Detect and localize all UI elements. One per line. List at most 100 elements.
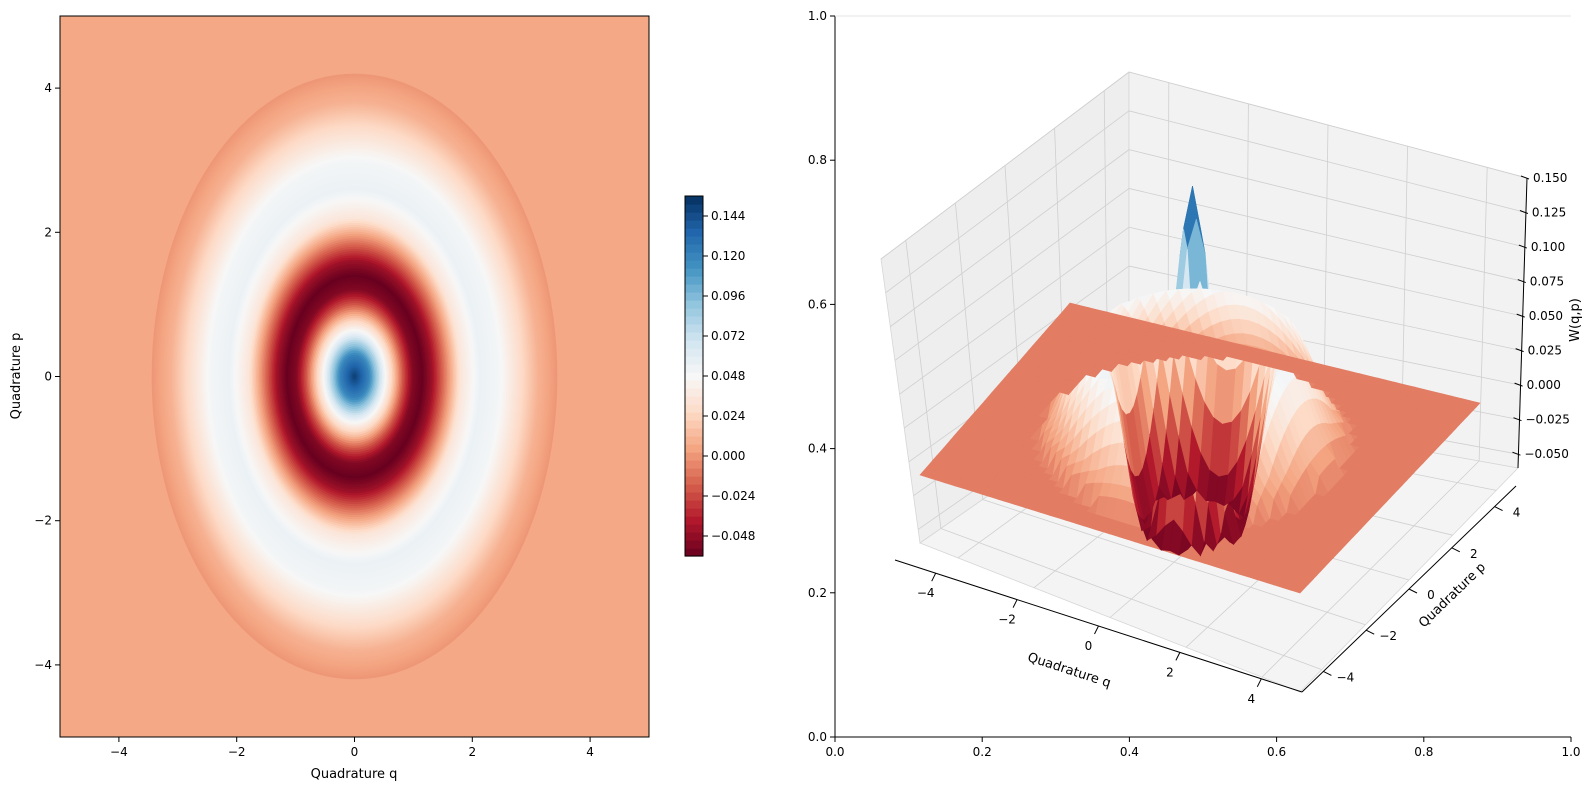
- colorbar-level: [685, 236, 703, 245]
- colorbar-level: [685, 364, 703, 373]
- p-tick-label: −4: [1337, 670, 1355, 684]
- frame-y-tick-label: 0.0: [808, 730, 827, 744]
- colorbar-level: [685, 220, 703, 229]
- z-tick-label: 0.025: [1528, 344, 1562, 358]
- frame-y-tick-label: 1.0: [808, 9, 827, 23]
- colorbar-level: [685, 516, 703, 525]
- colorbar-level: [685, 340, 703, 349]
- colorbar-level: [685, 292, 703, 301]
- colorbar-tick-label: 0.048: [711, 369, 745, 383]
- z-tick-label: 0.125: [1532, 206, 1566, 220]
- colorbar-tick-label: 0.096: [711, 289, 745, 303]
- pane-grid-line: [982, 499, 1366, 626]
- colorbar-level: [685, 244, 703, 253]
- z-tick-label: −0.050: [1524, 447, 1568, 461]
- z-tick-label: −0.025: [1526, 413, 1570, 427]
- surface-q-label: Quadrature q: [1025, 650, 1112, 691]
- z-tick: [1515, 348, 1524, 353]
- colorbar-level: [685, 196, 703, 205]
- q-tick: [1012, 599, 1018, 608]
- colorbar-level: [685, 460, 703, 469]
- contour-y-ticks: −4 −2 0 2 4: [34, 81, 60, 672]
- p-tick: [1451, 547, 1461, 553]
- colorbar-level: [685, 276, 703, 285]
- colorbar-level: [685, 284, 703, 293]
- frame-x-ticks: 0.0 0.2 0.4 0.6 0.8 1.0: [825, 737, 1581, 759]
- contour-x-tick-label: −2: [228, 745, 246, 759]
- q-tick: [1175, 652, 1181, 661]
- contour-y-label: Quadrature p: [9, 333, 24, 420]
- colorbar-level: [685, 428, 703, 437]
- contour-y-tick-label: −2: [34, 514, 52, 528]
- colorbar-level: [685, 412, 703, 421]
- z-tick: [1518, 244, 1528, 249]
- colorbar-tick-label: 0.120: [711, 249, 745, 263]
- p-axis-ticks: −4 −2 0 2 4: [1323, 506, 1520, 684]
- p-tick-label: 2: [1470, 547, 1478, 561]
- z-tick: [1519, 210, 1529, 214]
- colorbar-level: [685, 508, 703, 517]
- colorbar-tick-label: 0.024: [711, 409, 745, 423]
- pane-grid-line: [903, 265, 1130, 429]
- z-tick-label: 0.000: [1527, 378, 1561, 392]
- colorbar-level: [685, 396, 703, 405]
- p-tick-label: −2: [1379, 629, 1397, 643]
- pane-grid-line: [890, 149, 1130, 327]
- surface-frame-axes: 0.0 0.2 0.4 0.6 0.8 1.0 0.0 0.2 0.4 0.6 0.8 1.0: [808, 9, 1581, 759]
- colorbar-ticks: 0.144 0.120 0.096 0.072 0.048 0.024 0.000 −0.02…: [703, 209, 755, 543]
- pane-grid-line: [1128, 149, 1525, 248]
- colorbar-level: [685, 444, 703, 453]
- colorbar-level: [685, 468, 703, 477]
- colorbar-tick-label: 0.072: [711, 329, 745, 343]
- z-tick-label: 0.050: [1529, 309, 1563, 323]
- colorbar-level: [685, 324, 703, 333]
- colorbar-tick-label: 0.000: [711, 449, 745, 463]
- q-tick-label: 4: [1247, 692, 1255, 706]
- q-tick-label: −4: [917, 586, 935, 600]
- frame-y-ticks: 0.0 0.2 0.4 0.6 0.8 1.0: [808, 9, 835, 744]
- contour-x-tick-label: 2: [468, 745, 476, 759]
- z-axis-ticks: 0.150 0.125 0.100 0.075 0.050 0.025 0.000 −0.02…: [1512, 171, 1570, 461]
- colorbar-level: [685, 300, 703, 309]
- pane-grid-line: [1128, 71, 1528, 179]
- contour-y-tick-label: 4: [44, 81, 52, 95]
- p-tick-label: 0: [1427, 588, 1435, 602]
- z-tick: [1514, 382, 1523, 387]
- frame-x-tick-label: 0.8: [1414, 745, 1433, 759]
- colorbar-level: [685, 452, 703, 461]
- contour-panel: −4 −2 0 2 4 −4 −2 0 2 4 Quadrature q Quadrature …: [9, 15, 650, 782]
- colorbar-level: [685, 436, 703, 445]
- pane-grid-line: [885, 110, 1130, 294]
- frame-x-tick-label: 0.6: [1267, 745, 1286, 759]
- frame-x-tick-label: 1.0: [1561, 745, 1580, 759]
- colorbar-level: [685, 548, 703, 557]
- frame-x-tick-label: 0.0: [825, 745, 844, 759]
- contour-level: [353, 374, 356, 379]
- pane-grid-line: [940, 528, 1322, 670]
- z-tick: [1520, 175, 1530, 180]
- q-tick: [1094, 625, 1099, 635]
- colorbar-level: [685, 524, 703, 533]
- colorbar-level: [685, 332, 703, 341]
- frame-y-tick-label: 0.4: [808, 442, 827, 456]
- colorbar-level: [685, 260, 703, 269]
- colorbar-level: [685, 348, 703, 357]
- surface-z-label: W(q,p): [1568, 298, 1583, 342]
- frame-x-tick-label: 0.4: [1120, 745, 1139, 759]
- colorbar-level: [685, 532, 703, 541]
- pane-grid-line: [1128, 110, 1527, 213]
- colorbar-tick-label: −0.024: [711, 489, 755, 503]
- p-tick: [1408, 588, 1418, 594]
- z-tick: [1516, 313, 1525, 318]
- contour-y-tick-label: 2: [44, 225, 52, 239]
- contour-x-tick-label: −4: [110, 745, 128, 759]
- contour-x-ticks: −4 −2 0 2 4: [110, 737, 594, 759]
- q-tick-label: 2: [1166, 665, 1174, 679]
- colorbar-level: [685, 420, 703, 429]
- contour-x-label: Quadrature q: [311, 767, 398, 782]
- frame-y-tick-label: 0.2: [808, 586, 827, 600]
- colorbar-gradient: [685, 196, 703, 557]
- contour-y-tick-label: −4: [34, 658, 52, 672]
- colorbar-level: [685, 484, 703, 493]
